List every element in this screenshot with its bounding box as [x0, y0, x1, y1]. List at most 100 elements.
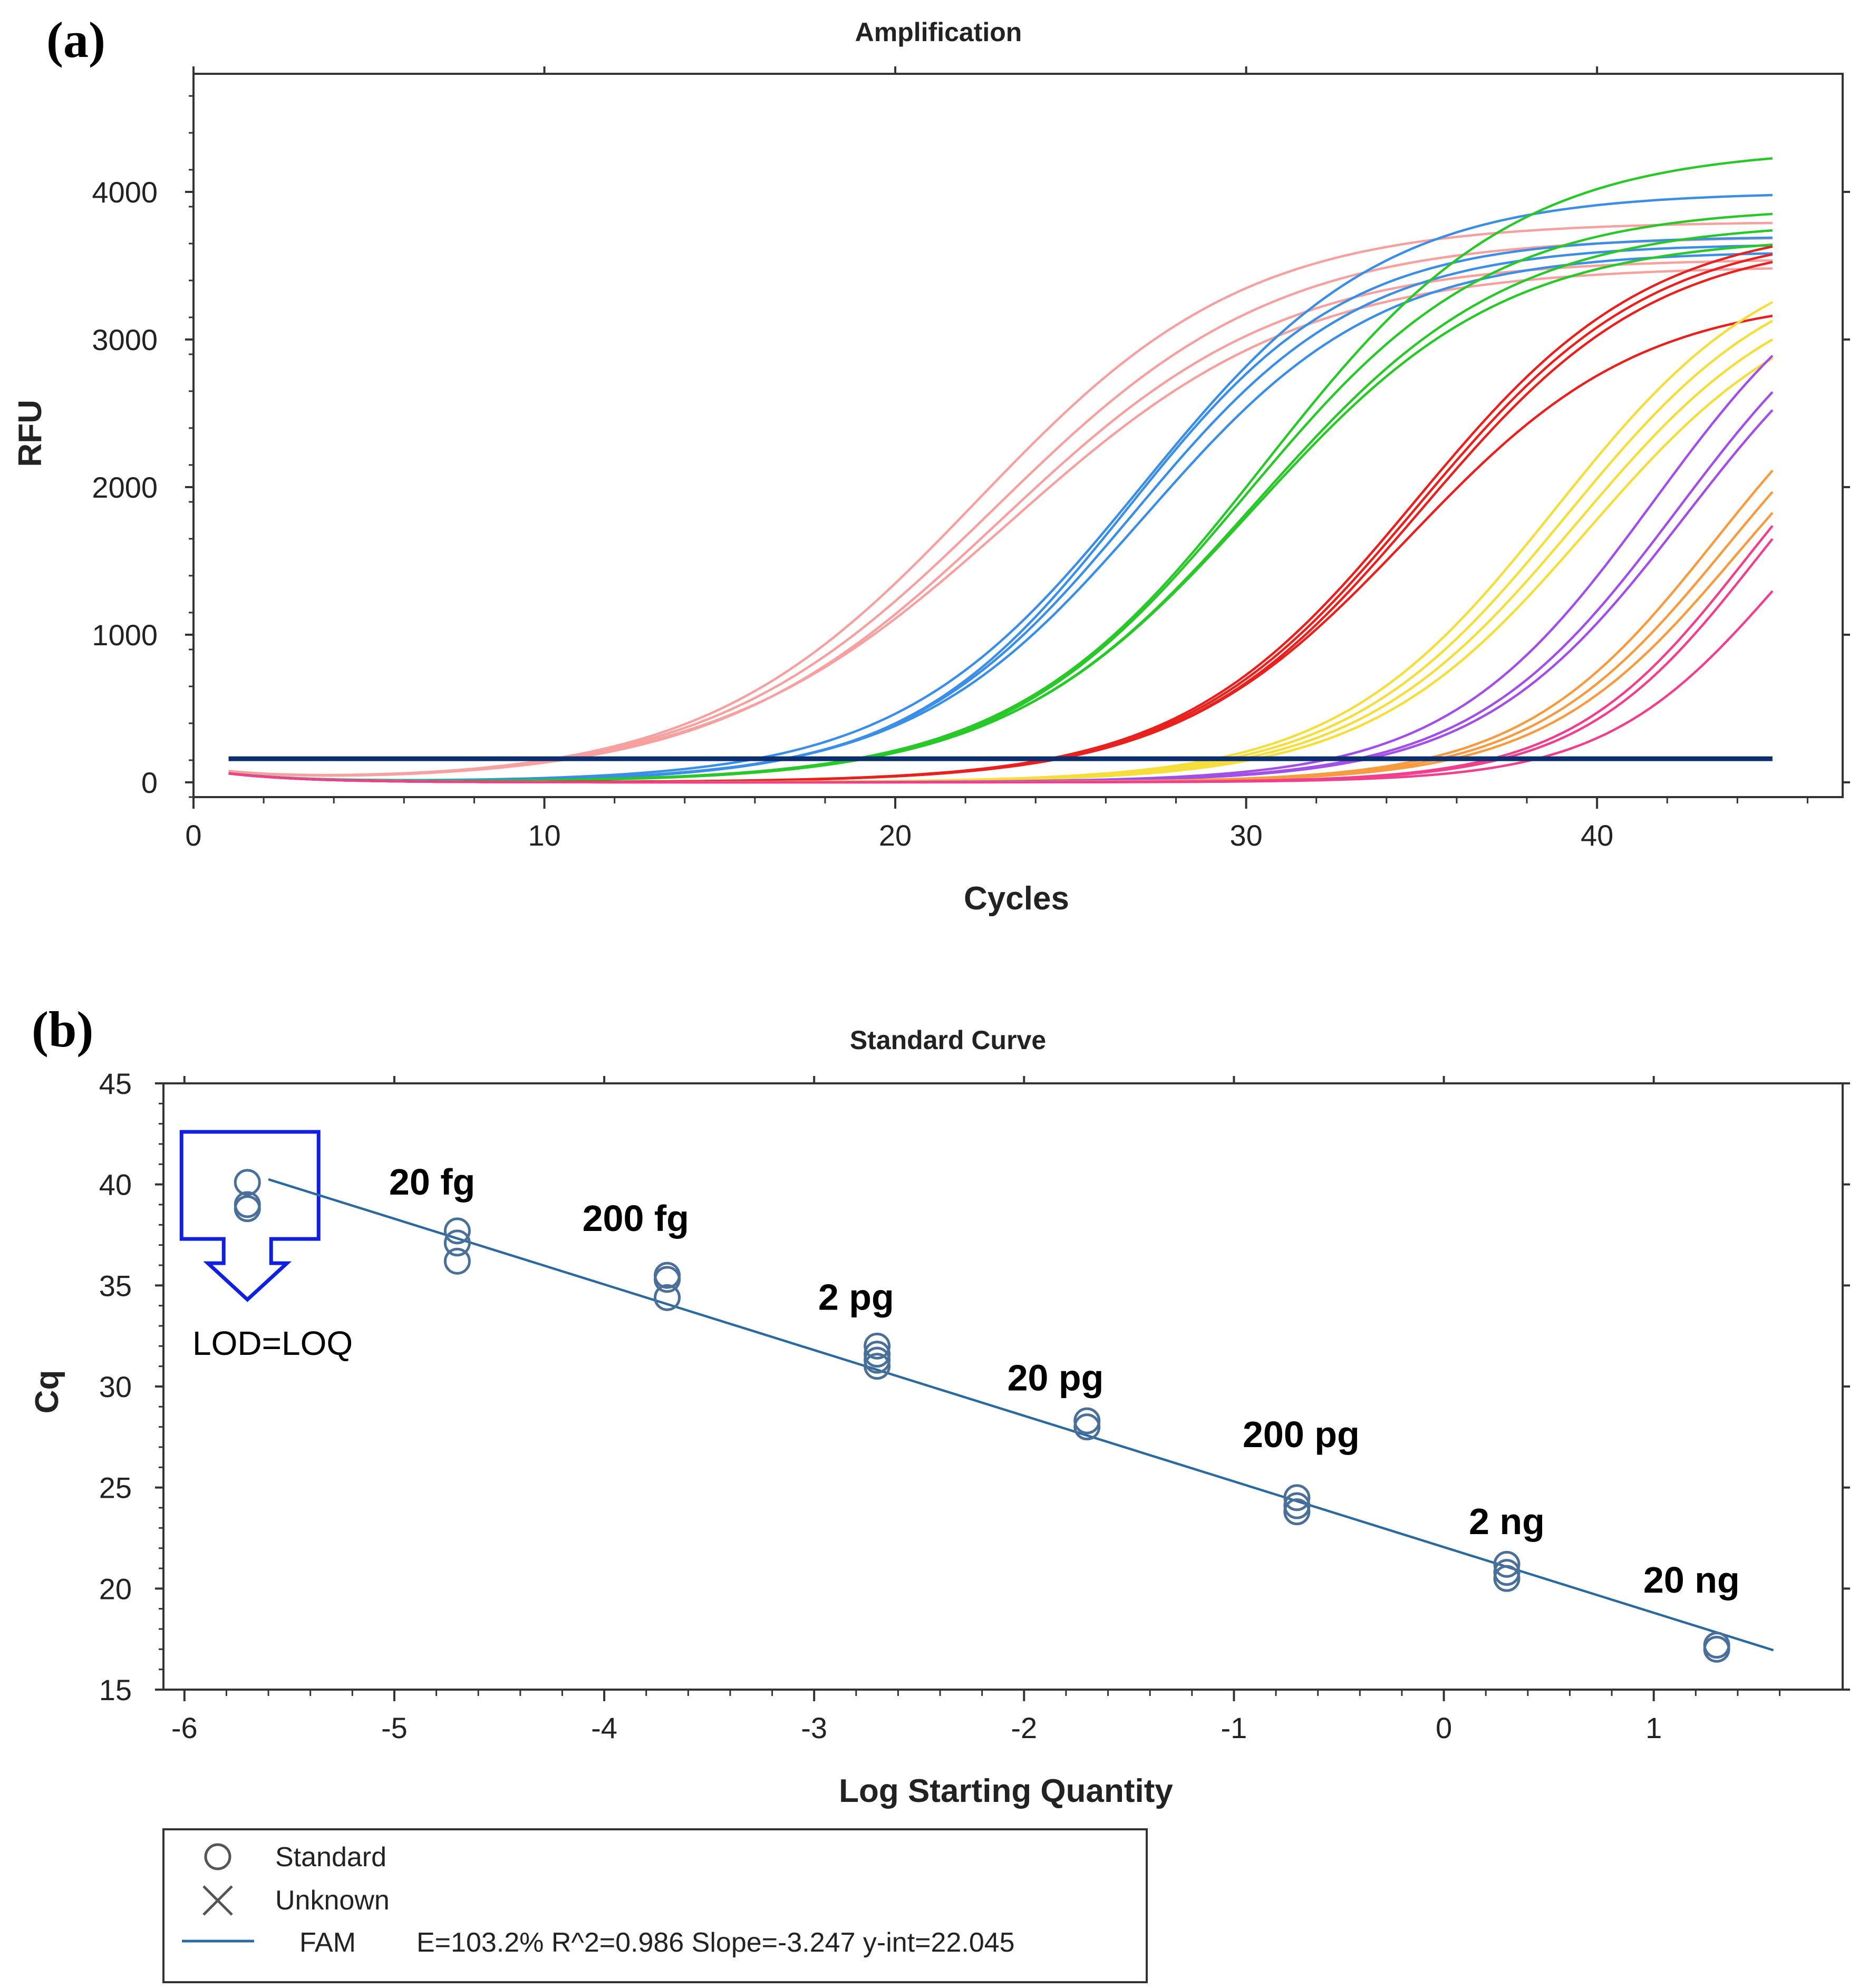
amplification-curve-0-0 — [228, 221, 1773, 777]
amplification-curve-2-2 — [228, 229, 1773, 782]
amplification-curve-7-2 — [228, 590, 1774, 784]
amplification-curve-6-0 — [228, 470, 1774, 784]
x-tick-label: -2 — [1011, 1711, 1037, 1744]
legend-unknown-label: Unknown — [275, 1885, 390, 1916]
concentration-label: 200 pg — [1243, 1414, 1360, 1455]
standard-point — [1283, 1492, 1311, 1519]
y-tick-label: 15 — [99, 1673, 132, 1706]
concentration-label: 20 pg — [1008, 1357, 1104, 1399]
standard-point — [864, 1341, 891, 1368]
y-tick-label: 35 — [99, 1269, 132, 1302]
y-tick-label: 1000 — [92, 618, 158, 652]
amplification-curve-6-1 — [228, 491, 1774, 784]
x-tick-label: 0 — [185, 819, 201, 852]
standard-point — [1493, 1559, 1521, 1586]
amplification-y-ticks: 0 1000 2000 3000 4000 — [92, 95, 1850, 799]
x-tick-label: -3 — [801, 1711, 827, 1744]
amplification-x-axis-title: Cycles — [964, 880, 1069, 917]
lod-loq-label: LOD=LOQ — [192, 1324, 353, 1362]
lod-box-arrow — [179, 1130, 321, 1302]
amplification-curve-5-1 — [228, 391, 1774, 784]
x-tick-label: 30 — [1229, 819, 1262, 852]
standard-point — [864, 1332, 891, 1360]
standard-point — [1073, 1407, 1101, 1434]
standard-point — [443, 1247, 471, 1275]
standard-point — [654, 1284, 681, 1311]
amplification-curve-4-0 — [228, 301, 1773, 783]
amplification-curve-2-3 — [228, 243, 1773, 782]
x-tick-label: -1 — [1221, 1711, 1247, 1744]
y-tick-label: 25 — [99, 1471, 132, 1505]
amplification-plot-frame — [192, 73, 1844, 798]
concentration-label: 20 fg — [389, 1161, 475, 1203]
standard-point — [1283, 1498, 1311, 1526]
amplification-chart: Amplification 0 1000 2000 3000 4000 0 10 20 30 4… — [12, 17, 1850, 917]
standard-point — [443, 1217, 471, 1245]
x-tick-label: 10 — [528, 819, 560, 852]
y-tick-label: 20 — [99, 1572, 132, 1605]
standard-points — [234, 1169, 1730, 1663]
amplification-curve-3-2 — [228, 260, 1773, 783]
standard-point — [654, 1266, 681, 1293]
amplification-curve-2-0 — [228, 157, 1773, 782]
legend-fam-stats: E=103.2% R^2=0.986 Slope=-3.247 y-int=22… — [417, 1927, 1015, 1958]
standard-point — [1073, 1413, 1101, 1441]
panel-label-a: (a) — [46, 12, 105, 68]
standard-point — [864, 1346, 891, 1374]
legend-standard-label: Standard — [275, 1842, 386, 1873]
x-tick-label: 40 — [1581, 819, 1613, 852]
concentration-label: 2 ng — [1469, 1501, 1545, 1542]
lod-arrow — [179, 1130, 321, 1302]
amplification-curve-3-0 — [228, 245, 1773, 783]
amplification-title: Amplification — [855, 17, 1022, 47]
concentration-label: 20 ng — [1643, 1559, 1740, 1601]
amplification-y-axis-title: RFU — [12, 400, 49, 467]
amplification-curve-1-2 — [228, 244, 1773, 782]
amplification-curve-3-1 — [228, 253, 1773, 783]
standard-curve-chart: Standard Curve 20 fg 200 fg 2 pg 20 pg 200 p… — [29, 1025, 1850, 1983]
standard-point — [1493, 1565, 1521, 1592]
x-tick-label: -6 — [171, 1711, 198, 1744]
standard-point — [1283, 1484, 1311, 1511]
concentration-label: 200 fg — [583, 1198, 689, 1239]
concentration-labels: 20 fg 200 fg 2 pg 20 pg 200 pg 2 ng 20 ng — [389, 1161, 1740, 1601]
amplification-curve-5-2 — [228, 409, 1774, 784]
amplification-curve-0-1 — [228, 237, 1773, 777]
standard-point — [1703, 1635, 1730, 1663]
standard-curve-y-axis-title: Cq — [29, 1370, 65, 1414]
standard-point — [864, 1353, 891, 1380]
amplification-curve-7-1 — [228, 538, 1774, 784]
y-tick-label: 30 — [99, 1370, 132, 1403]
fit-line — [268, 1178, 1774, 1652]
y-tick-label: 4000 — [92, 176, 158, 209]
y-tick-label: 2000 — [92, 471, 158, 504]
legend: Standard Unknown FAM E=103.2% R^2=0.986 … — [162, 1828, 1148, 1983]
standard-curve-y-ticks: 15 20 25 30 35 40 45 — [99, 1067, 1850, 1706]
x-tick-label: 0 — [1436, 1711, 1452, 1744]
x-tick-label: 20 — [879, 819, 912, 852]
standard-point — [1493, 1550, 1521, 1578]
amplification-curve-2-1 — [228, 212, 1773, 782]
panel-label-b: (b) — [32, 1001, 93, 1058]
y-tick-label: 0 — [141, 766, 158, 799]
x-tick-label: -5 — [381, 1711, 408, 1744]
standard-curve-title: Standard Curve — [850, 1025, 1046, 1055]
legend-standard-symbol — [204, 1843, 231, 1870]
standard-curve-x-axis-title: Log Starting Quantity — [839, 1773, 1173, 1809]
standard-point — [443, 1229, 471, 1257]
amplification-curves — [228, 157, 1774, 784]
x-tick-label: -4 — [591, 1711, 617, 1744]
standard-point — [234, 1169, 261, 1196]
amplification-curve-1-0 — [228, 193, 1773, 781]
amplification-curve-1-3 — [228, 252, 1773, 782]
legend-unknown-symbol — [202, 1885, 233, 1916]
amplification-curve-0-2 — [228, 259, 1773, 777]
legend-fam-label: FAM — [299, 1927, 356, 1958]
legend-box — [162, 1828, 1148, 1983]
x-tick-label: 1 — [1645, 1711, 1662, 1744]
y-tick-label: 40 — [99, 1168, 132, 1201]
standard-point — [234, 1195, 261, 1223]
amplification-curve-0-3 — [228, 267, 1773, 777]
standard-curve-x-ticks: -6 -5 -4 -3 -2 -1 0 1 — [171, 1076, 1781, 1744]
